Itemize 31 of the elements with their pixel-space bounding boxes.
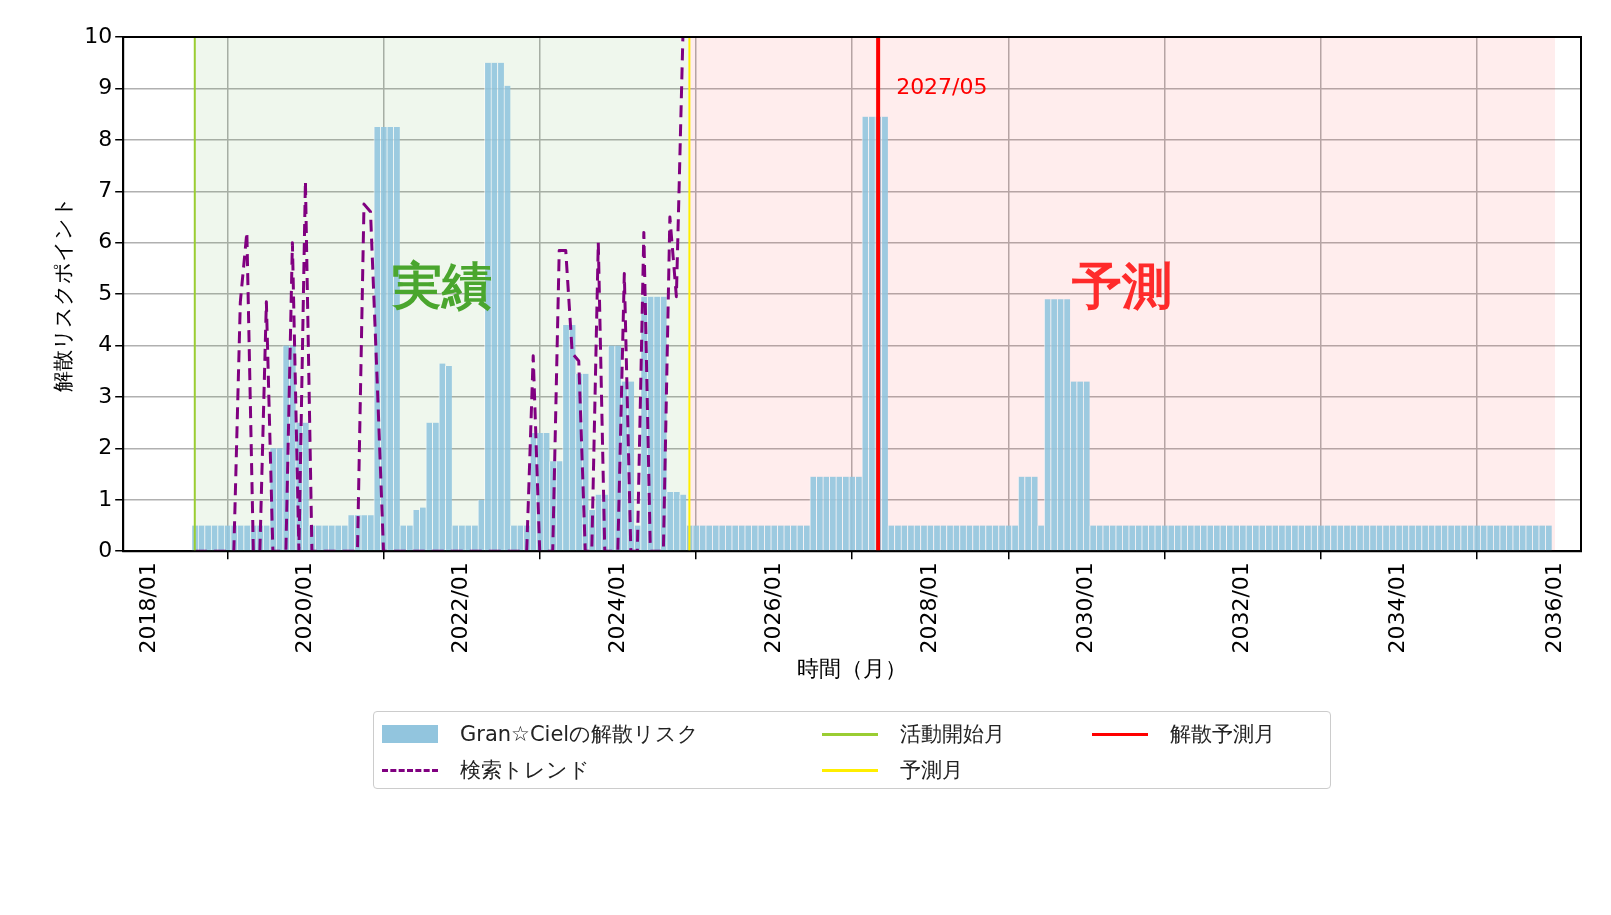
y-tick-label: 4 bbox=[98, 331, 113, 357]
x-tick-label: 2020/01 bbox=[291, 562, 317, 654]
y-axis-title: 解散リスクポイント bbox=[51, 196, 76, 393]
legend-label: 検索トレンド bbox=[460, 757, 590, 784]
annotation: 2027/05 bbox=[896, 74, 988, 100]
y-tick-label: 10 bbox=[84, 22, 113, 48]
y-tick-label: 2 bbox=[98, 434, 113, 460]
band-label: 実績 bbox=[391, 257, 493, 316]
x-tick-label: 2032/01 bbox=[1228, 562, 1254, 654]
x-tick-label: 2026/01 bbox=[759, 562, 785, 654]
y-tick-label: 7 bbox=[98, 176, 113, 202]
x-tick-label: 2030/01 bbox=[1072, 562, 1098, 654]
x-tick-label: 2022/01 bbox=[447, 562, 473, 654]
legend-label: Gran☆Cielの解散リスク bbox=[460, 721, 700, 748]
y-tick-label: 0 bbox=[98, 536, 113, 562]
y-tick-label: 6 bbox=[98, 228, 113, 254]
x-tick-label: 2034/01 bbox=[1384, 562, 1410, 654]
legend-label: 活動開始月 bbox=[900, 721, 1005, 748]
y-tick-label: 8 bbox=[98, 125, 113, 151]
band-label: 予測 bbox=[1071, 257, 1173, 316]
x-tick-label: 2028/01 bbox=[915, 562, 941, 654]
legend-label: 解散予測月 bbox=[1170, 721, 1275, 748]
y-tick-label: 3 bbox=[98, 382, 113, 408]
x-tick-label: 2018/01 bbox=[134, 562, 160, 654]
legend-label: 予測月 bbox=[900, 757, 963, 784]
y-tick-label: 9 bbox=[98, 74, 113, 100]
x-tick-label: 2036/01 bbox=[1540, 562, 1566, 654]
y-tick-label: 5 bbox=[98, 279, 113, 305]
x-tick-label: 2024/01 bbox=[603, 562, 629, 654]
x-axis-title: 時間（月） bbox=[797, 655, 908, 681]
y-tick-label: 1 bbox=[98, 485, 113, 511]
